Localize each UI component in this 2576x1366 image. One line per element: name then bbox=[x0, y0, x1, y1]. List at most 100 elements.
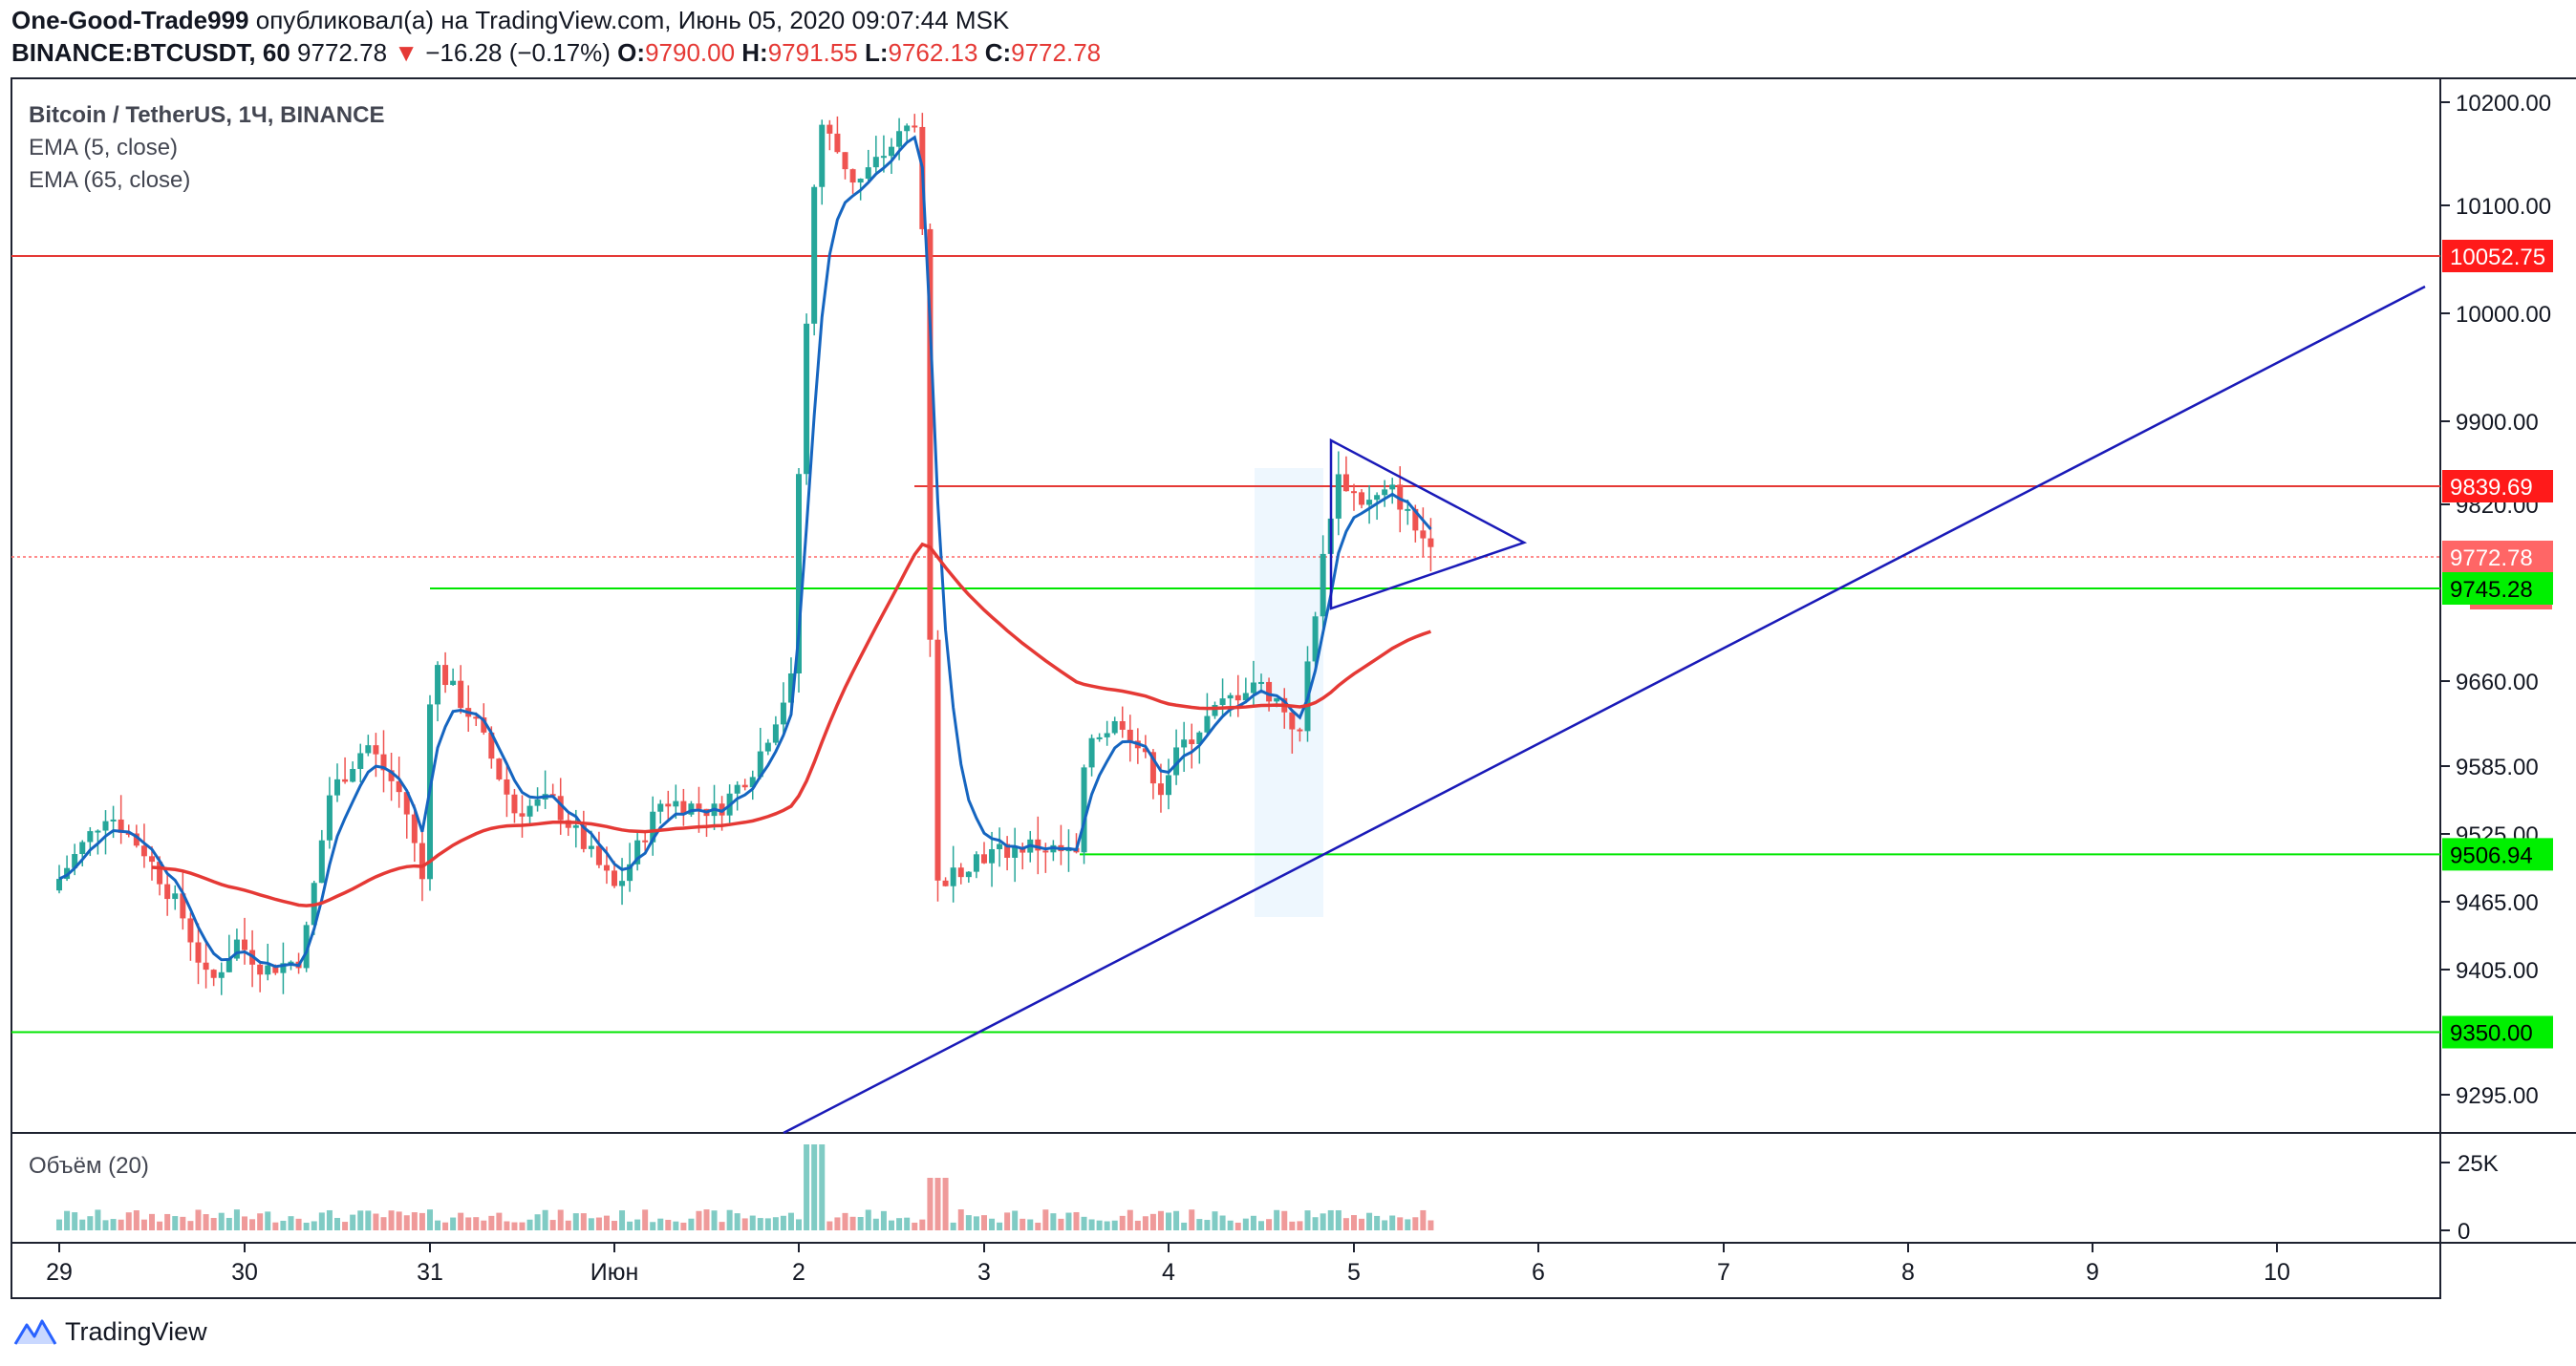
low-value: 9762.13 bbox=[888, 38, 978, 67]
volume-bar bbox=[496, 1212, 503, 1230]
symbol-label: BINANCE:BTCUSDT, 60 bbox=[11, 38, 290, 67]
volume-bar bbox=[673, 1221, 679, 1230]
candle-body bbox=[1081, 767, 1087, 853]
volume-bar bbox=[110, 1219, 117, 1230]
volume-bar bbox=[657, 1218, 664, 1230]
volume-bar bbox=[164, 1213, 171, 1230]
volume-bar bbox=[973, 1216, 979, 1230]
candle-body bbox=[927, 228, 934, 640]
candle-body bbox=[526, 805, 533, 817]
candle-body bbox=[388, 770, 395, 781]
volume-bar bbox=[872, 1218, 879, 1230]
author-name[interactable]: One-Good-Trade999 bbox=[11, 6, 249, 34]
volume-bar bbox=[1058, 1218, 1064, 1230]
candle-body bbox=[396, 780, 402, 793]
candle-body bbox=[1366, 500, 1373, 505]
candle-body bbox=[180, 893, 186, 919]
candle-body bbox=[1420, 530, 1427, 539]
volume-bar bbox=[665, 1219, 672, 1230]
time-tick-label: 3 bbox=[977, 1259, 991, 1286]
candle-body bbox=[1012, 846, 1019, 858]
volume-bar bbox=[757, 1218, 763, 1230]
candle-body bbox=[1173, 747, 1180, 776]
candle-body bbox=[110, 819, 117, 822]
volume-bar bbox=[780, 1215, 786, 1230]
high-value: 9791.55 bbox=[767, 38, 858, 67]
candle-body bbox=[488, 732, 495, 759]
candle-body bbox=[326, 795, 333, 841]
volume-bar bbox=[1312, 1217, 1319, 1230]
volume-bar bbox=[1027, 1219, 1034, 1230]
trend-drawings[interactable] bbox=[783, 285, 2426, 1135]
price-axis[interactable]: 9295.009405.009465.009525.009585.009660.… bbox=[2440, 91, 2551, 1109]
time-axis[interactable]: 29 30 31 Июн 2 3 4 5 6 7 8 9 10 bbox=[46, 1243, 2290, 1286]
candle-body bbox=[826, 124, 833, 134]
volume-bar bbox=[365, 1210, 372, 1230]
volume-bar bbox=[734, 1213, 741, 1230]
volume-bar bbox=[458, 1212, 464, 1230]
candle-body bbox=[411, 814, 418, 843]
candle-body bbox=[634, 840, 641, 864]
volume-bar bbox=[342, 1222, 349, 1230]
volume-bar bbox=[95, 1209, 101, 1230]
symmetric-triangle bbox=[1329, 438, 1528, 610]
candle-body bbox=[819, 124, 826, 187]
volume-bar bbox=[588, 1218, 594, 1230]
candle-body bbox=[981, 854, 987, 864]
candle-body bbox=[380, 754, 387, 771]
time-tick-label: 7 bbox=[1717, 1259, 1730, 1286]
volume-bar bbox=[842, 1212, 848, 1230]
price-label-text: 9745.28 bbox=[2450, 577, 2533, 603]
volume-bar bbox=[334, 1217, 340, 1230]
candle-body bbox=[696, 803, 702, 809]
volume-tick-label: 25K bbox=[2458, 1151, 2499, 1177]
candle-body bbox=[1234, 694, 1241, 701]
volume-bar bbox=[242, 1216, 247, 1230]
candle-body bbox=[265, 965, 271, 975]
volume-bar bbox=[811, 1144, 818, 1230]
candle-body bbox=[1289, 712, 1296, 730]
ema-fast-line bbox=[58, 135, 1432, 969]
candle-body bbox=[133, 833, 140, 846]
volume-bar bbox=[295, 1218, 302, 1230]
volume-bar bbox=[140, 1219, 147, 1230]
price-tick-label: 9660.00 bbox=[2456, 670, 2539, 695]
candle-body bbox=[442, 665, 449, 686]
volume-bar bbox=[719, 1222, 725, 1230]
candle-body bbox=[225, 958, 232, 972]
volume-bar bbox=[303, 1222, 310, 1230]
volume-bar bbox=[1081, 1216, 1087, 1230]
candle-body bbox=[157, 862, 163, 885]
footer-brand[interactable]: TradingView bbox=[65, 1316, 207, 1346]
close-value: 9772.78 bbox=[1011, 38, 1102, 67]
candle-body bbox=[118, 819, 124, 833]
volume-bar bbox=[696, 1210, 702, 1230]
volume-bar bbox=[1289, 1221, 1296, 1230]
volume-bar bbox=[1050, 1213, 1057, 1230]
time-tick-label: 29 bbox=[46, 1259, 73, 1286]
horizontal-levels[interactable] bbox=[11, 255, 2440, 1034]
candle-body bbox=[757, 751, 763, 778]
volume-bar bbox=[380, 1217, 387, 1230]
volume-bar bbox=[396, 1211, 402, 1230]
candle-body bbox=[741, 784, 748, 788]
candle-body bbox=[957, 867, 964, 878]
price-tick-label: 10000.00 bbox=[2456, 302, 2551, 328]
volume-bar bbox=[1342, 1218, 1349, 1230]
volume-bar bbox=[102, 1220, 109, 1230]
volume-bar bbox=[804, 1144, 810, 1230]
volume-bar bbox=[1242, 1218, 1249, 1230]
candle-body bbox=[627, 864, 633, 882]
candle-body bbox=[1250, 682, 1256, 694]
down-arrow-icon: ▼ bbox=[394, 38, 419, 67]
volume-bar bbox=[934, 1178, 941, 1230]
candle-body bbox=[665, 803, 672, 807]
candle-body bbox=[1088, 737, 1095, 768]
candle-body bbox=[481, 717, 487, 733]
ascending-trendline bbox=[783, 285, 2426, 1135]
volume-bar bbox=[1020, 1218, 1026, 1230]
volume-bar bbox=[1073, 1211, 1080, 1230]
time-tick-label: Июн bbox=[590, 1259, 639, 1286]
candle-body bbox=[764, 742, 771, 752]
